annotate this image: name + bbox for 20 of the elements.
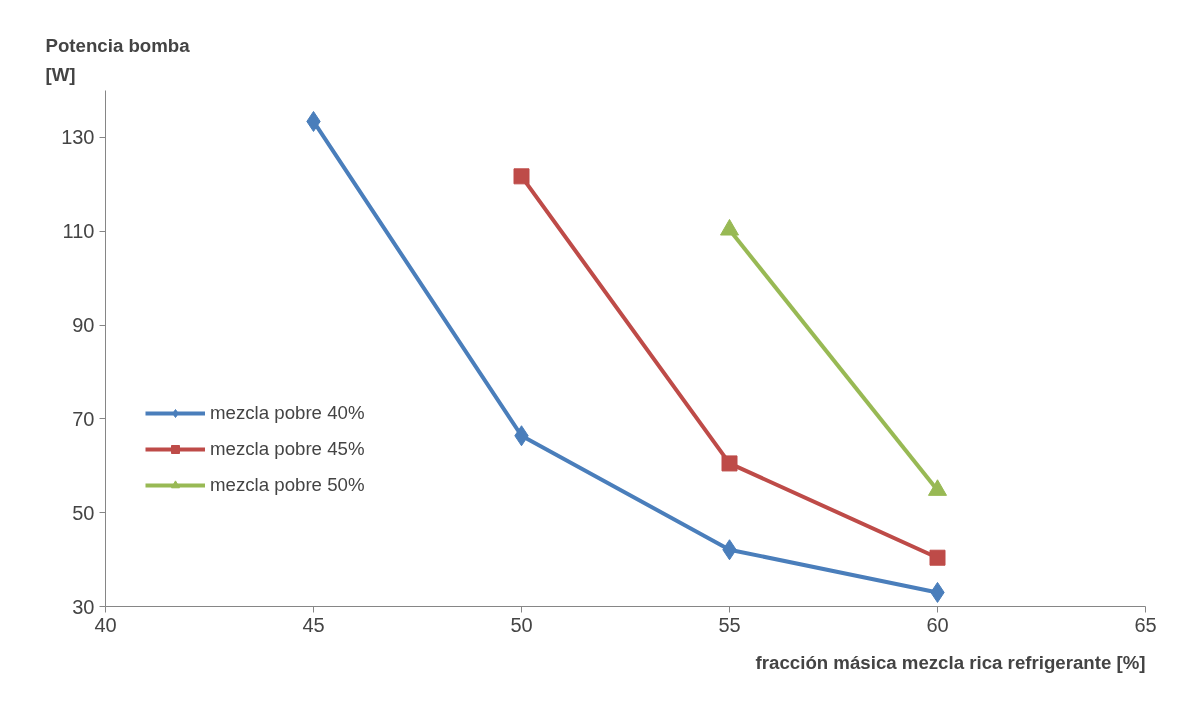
x-axis-title: fracción másica mezcla rica refrigerante [%]: [755, 651, 1146, 673]
legend-label: mezcla pobre 45%: [210, 438, 365, 460]
y-tick-label: 110: [62, 220, 95, 243]
y-tick-label: 130: [61, 126, 95, 149]
x-tick-label: 50: [510, 613, 533, 636]
y-tick-label: 70: [72, 407, 95, 430]
legend-label: mezcla pobre 50%: [210, 474, 365, 496]
y-tick-label: 90: [72, 314, 95, 337]
point: [721, 455, 738, 472]
point: [513, 168, 530, 185]
y-axis-title: Potencia bomba [W]: [45, 35, 191, 86]
y-tick-label: 30: [72, 595, 95, 618]
x-tick-label: 60: [926, 613, 949, 636]
legend-label: mezcla pobre 40%: [210, 402, 365, 424]
y-tick-label: 50: [72, 501, 95, 524]
point: [929, 549, 946, 566]
x-tick-label: 55: [718, 613, 741, 636]
x-tick-label: 45: [302, 613, 325, 636]
x-tick-label: 65: [1134, 613, 1157, 636]
x-tick-label: 40: [94, 613, 117, 636]
